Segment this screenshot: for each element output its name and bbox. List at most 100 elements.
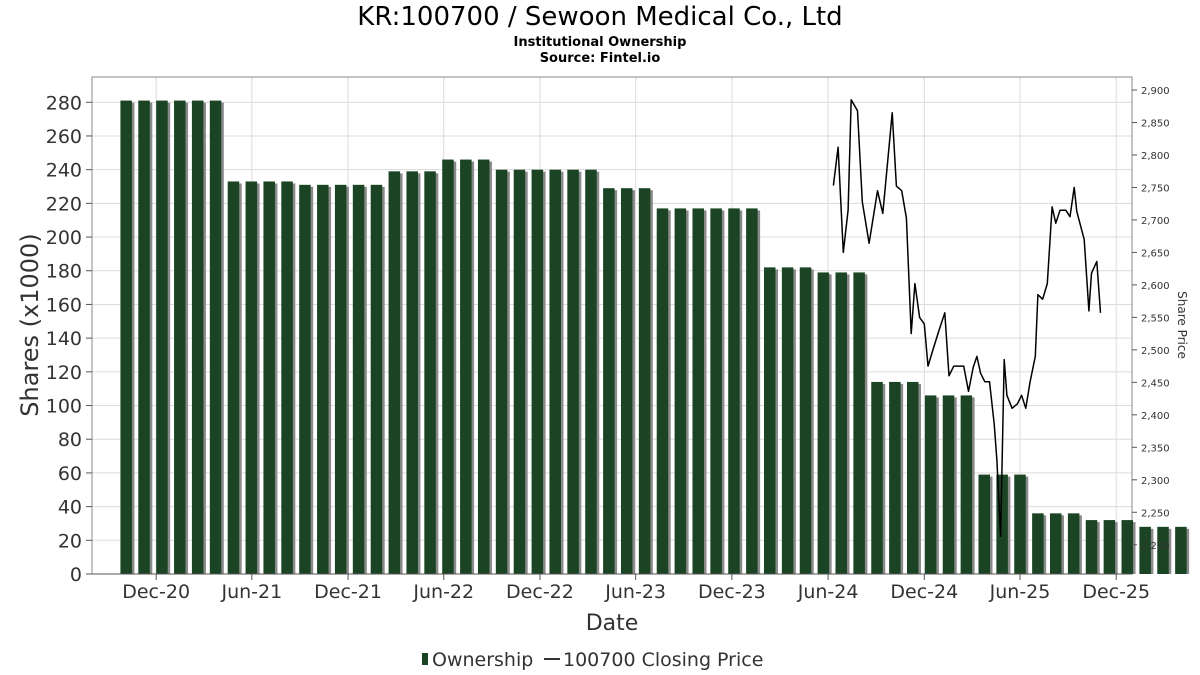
ownership-bar	[531, 169, 544, 574]
x-tick-label: Dec-22	[506, 581, 574, 603]
ownership-bar	[1121, 520, 1134, 574]
x-tick-label: Jun-25	[989, 581, 1051, 603]
y-tick-label: 80	[58, 429, 82, 451]
y-tick-label: 260	[46, 126, 82, 148]
closing-price-line	[832, 98, 1102, 538]
ownership-bar	[853, 272, 865, 574]
ownership-bar	[692, 208, 704, 575]
y-tick-label: 160	[46, 294, 82, 316]
bar-series	[120, 100, 1190, 575]
ownership-bar	[1067, 513, 1080, 574]
ownership-bar	[1139, 526, 1151, 574]
y2-tick-label: 2,650	[1141, 248, 1170, 259]
ownership-bar	[978, 474, 991, 574]
y2-tick-label: 2,750	[1141, 183, 1170, 194]
ownership-bar	[996, 474, 1008, 574]
ownership-bar	[817, 272, 830, 574]
x-tick-label: Dec-23	[698, 581, 766, 603]
y2-tick-label: 2,250	[1141, 508, 1170, 519]
ownership-bar	[942, 395, 955, 574]
x-tick-label: Dec-21	[314, 581, 382, 603]
y2-tick-label: 2,600	[1141, 281, 1170, 292]
ownership-bar	[620, 188, 633, 574]
y-tick-label: 20	[58, 530, 82, 552]
x-axis-label: Date	[586, 611, 639, 636]
ownership-bar	[513, 169, 526, 574]
ownership-bar	[763, 267, 776, 574]
ownership-bar	[1157, 526, 1169, 574]
ownership-bar	[835, 272, 847, 574]
ownership-bar	[424, 171, 436, 574]
ownership-bar	[352, 184, 365, 574]
chart-title: KR:100700 / Sewoon Medical Co., Ltd	[357, 2, 843, 32]
chart-subtitle: Institutional Ownership	[513, 35, 687, 50]
y2-tick-label: 2,200	[1141, 541, 1170, 552]
y-tick-label: 240	[46, 160, 82, 182]
y-axis-label: Shares (x1000)	[16, 233, 44, 416]
axes: 0 20 40 60 80 100 120 140 160 180 200 220 240 260 280 D…	[46, 86, 1170, 603]
x-tick-label: Jun-21	[220, 581, 282, 603]
ownership-bar	[960, 395, 973, 574]
ownership-bar	[209, 100, 222, 575]
ownership-bar	[1085, 520, 1098, 574]
y2-tick-label: 2,350	[1141, 443, 1170, 454]
ownership-bar	[477, 159, 490, 574]
ownership-bar	[638, 188, 651, 574]
ownership-bar	[174, 100, 186, 575]
ownership-bar	[710, 208, 722, 575]
ownership-bar	[460, 159, 472, 574]
ownership-bar	[549, 169, 561, 574]
x-tick-label: Dec-25	[1082, 581, 1150, 603]
ownership-bar	[1050, 513, 1062, 574]
line-series	[832, 98, 1102, 538]
ownership-bar	[120, 100, 132, 575]
x-tick-label: Dec-20	[122, 581, 190, 603]
y2-tick-label: 2,850	[1141, 118, 1170, 129]
legend-item-closing-price: 100700 Closing Price	[563, 649, 763, 671]
y2-tick-label: 2,400	[1141, 411, 1170, 422]
ownership-bar	[495, 169, 508, 574]
x-tick-label: Jun-22	[412, 581, 474, 603]
legend-item-ownership: Ownership	[432, 649, 533, 671]
ownership-bar	[317, 184, 329, 574]
legend-bar-swatch	[422, 653, 428, 665]
y-tick-label: 100	[46, 396, 82, 418]
ownership-bar	[299, 184, 311, 574]
ownership-bar	[245, 181, 258, 575]
ownership-bar	[871, 381, 883, 574]
y2-tick-label: 2,700	[1141, 216, 1170, 227]
y2-tick-label: 2,550	[1141, 313, 1170, 324]
x-tick-label: Jun-24	[797, 581, 859, 603]
ownership-bar	[138, 100, 150, 575]
ownership-bar	[889, 381, 901, 574]
ownership-bar	[406, 171, 418, 574]
ownership-bar	[227, 181, 240, 575]
ownership-bar	[567, 169, 579, 574]
ownership-bar	[191, 100, 204, 575]
ownership-bar	[263, 181, 275, 575]
ownership-bar	[746, 208, 758, 575]
legend: Ownership 100700 Closing Price	[422, 649, 763, 671]
ownership-bar	[156, 100, 168, 575]
y-tick-label: 0	[70, 564, 82, 586]
ownership-bar	[1103, 520, 1116, 574]
ownership-bar	[924, 395, 937, 574]
y-tick-label: 200	[46, 227, 82, 249]
y2-tick-label: 2,800	[1141, 151, 1170, 162]
y-tick-label: 40	[58, 497, 82, 519]
ownership-bar	[728, 208, 740, 575]
ownership-bar	[1175, 526, 1187, 574]
ownership-bar	[603, 188, 615, 574]
ownership-bar	[906, 381, 919, 574]
ownership-bar	[585, 169, 597, 574]
y-tick-label: 280	[46, 92, 82, 114]
ownership-bar	[1014, 474, 1026, 574]
ownership-bar	[334, 184, 347, 574]
ownership-bar	[799, 267, 812, 574]
y2-tick-label: 2,500	[1141, 346, 1170, 357]
y2-axis-label: Share Price	[1175, 291, 1189, 359]
x-tick-label: Jun-23	[604, 581, 666, 603]
ownership-bar	[656, 208, 669, 575]
y-tick-label: 180	[46, 261, 82, 283]
